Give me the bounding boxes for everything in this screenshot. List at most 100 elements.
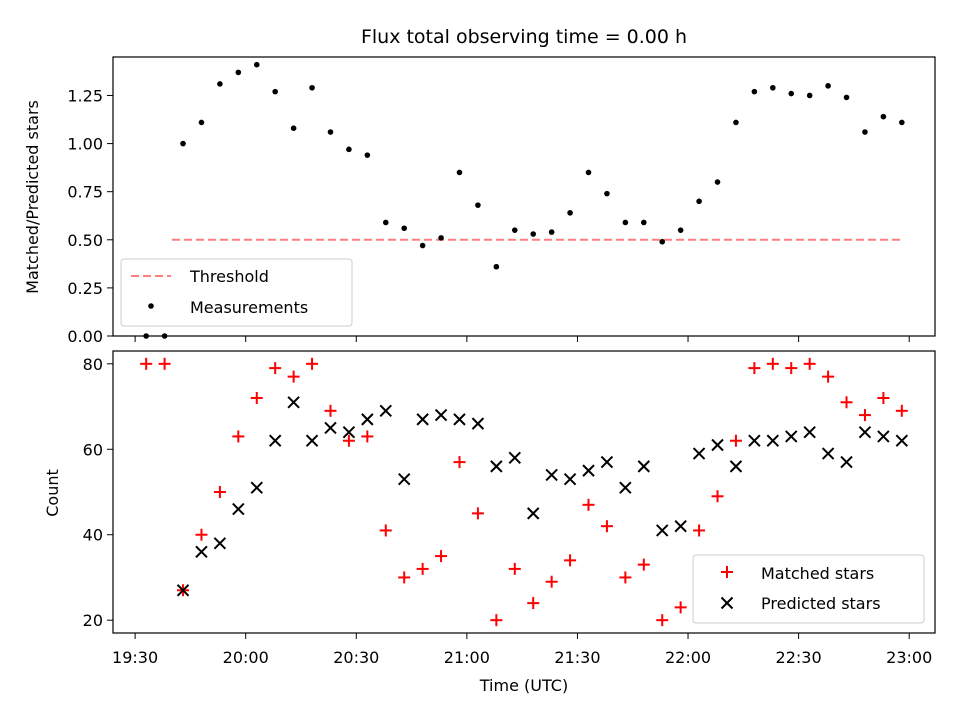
measurement-point [290,125,297,131]
matched-star-point [766,357,779,370]
predicted-star-point [268,434,282,447]
legend-box [120,258,353,327]
top-y-axis-label: Matched/Predicted stars [23,100,42,294]
y-tick-label: 20 [83,611,103,630]
matched-star-point [822,370,835,383]
measurement-point [511,227,518,233]
measurement-point [880,113,887,120]
axes-frame [112,350,936,634]
matched-star-point [232,430,245,443]
measurement-point [161,333,168,339]
predicted-star-point [232,502,245,516]
x-axis-label: Time (UTC) [479,676,568,695]
y-tick-label: 0.75 [67,183,103,202]
measurement-point [346,146,352,153]
matched-star-point [637,558,650,571]
y-tick-label: 1.25 [67,86,103,105]
legend-measurements-swatch [148,303,154,309]
predicted-star-point [416,413,429,426]
legend-matched-label: Matched stars [761,564,874,583]
legend-measurements-label: Measurements [190,298,308,317]
predicted-star-point [176,584,190,597]
x-tick-label: 23:00 [886,648,932,667]
matched-star-point [287,370,300,383]
y-tick-label: 60 [83,440,103,459]
y-tick-label: 80 [83,355,103,374]
bottom-legend: Matched stars Predicted stars [692,554,925,624]
predicted-star-point [619,481,632,494]
y-tick-label: 0.00 [67,327,103,346]
matched-star-point [564,554,577,567]
matched-star-point [729,434,742,447]
predicted-star-point [895,434,909,447]
measurement-point [217,81,223,87]
predicted-star-point [508,451,521,465]
predicted-star-point [490,460,503,473]
predicted-star-point [545,468,558,482]
matched-star-point [306,357,319,370]
measurement-point [327,129,334,135]
predicted-star-point [674,519,687,533]
x-tick-label: 20:00 [223,648,269,667]
predicted-star-point [582,464,595,477]
top-legend: Threshold Measurements [120,258,353,327]
predicted-star-point [785,430,798,443]
matched-star-point [895,404,908,417]
matched-star-point [600,520,613,533]
matched-star-point [858,409,871,422]
measurement-point [806,92,813,99]
measurement-point [438,235,444,241]
measurement-point [677,227,684,233]
measurement-point [180,140,186,147]
matched-star-point [711,490,724,503]
matched-star-point [361,430,374,443]
predicted-star-point [213,537,227,550]
matched-star-point [527,597,540,610]
predicted-star-point [324,421,337,435]
matched-star-point [748,362,761,375]
matched-star-point [379,524,392,537]
measurement-point [788,90,795,97]
matched-star-point [324,404,337,417]
measurement-point [862,129,868,135]
legend-matched-swatch [721,566,733,578]
matched-star-point [490,614,503,627]
predicted-star-point [637,460,651,473]
measurement-point [364,152,371,158]
measurement-point [585,169,592,176]
legend-box [692,554,925,624]
measurement-point [401,225,408,232]
x-tick-label: 21:30 [554,648,600,667]
predicted-star-point [803,425,816,439]
predicted-star-point [434,408,448,422]
measurement-point [382,219,389,226]
matched-star-point [435,550,448,563]
predicted-star-point [656,524,669,537]
predicted-star-point [397,472,411,486]
legend-threshold-label: Threshold [189,267,269,286]
matched-star-point [656,614,669,627]
predicted-star-point [342,425,356,439]
matched-star-point [508,562,521,575]
x-tick-label: 21:00 [444,648,490,667]
measurement-point [493,263,500,270]
matched-star-point [840,396,853,409]
predicted-star-point [361,413,374,426]
matched-star-point [416,562,429,575]
y-tick-label: 0.25 [67,279,103,298]
measurement-point [548,229,555,235]
measurement-point [456,169,463,176]
y-tick-label: 1.00 [67,135,103,154]
measurement-point [714,179,721,185]
predicted-star-point [748,434,761,447]
matched-star-point [471,507,484,520]
measurement-point [235,69,242,76]
matched-star-point [545,575,558,588]
matched-star-point [342,434,355,447]
predicted-star-point [563,472,577,486]
measurement-point [604,190,610,197]
legend-predicted-label: Predicted stars [761,594,881,613]
matched-star-point [398,571,411,584]
matched-star-point [250,392,263,404]
